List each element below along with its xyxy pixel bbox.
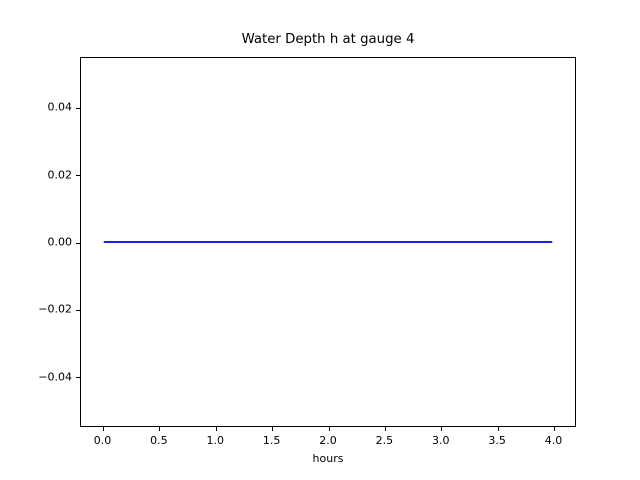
y-tick-label: −0.04 xyxy=(38,370,72,384)
x-tick-label: 2.0 xyxy=(319,434,337,447)
x-tick xyxy=(159,427,161,431)
x-tick-label: 1.5 xyxy=(262,434,281,447)
x-tick-label: 2.5 xyxy=(375,434,394,447)
chart-title: Water Depth h at gauge 4 xyxy=(241,32,415,47)
data-line-layer xyxy=(103,241,553,243)
x-tick xyxy=(497,427,499,431)
y-tick xyxy=(76,377,80,379)
plot-area xyxy=(76,57,576,431)
y-tick xyxy=(76,309,80,311)
y-tick xyxy=(76,242,80,244)
x-tick xyxy=(215,427,217,431)
x-tick xyxy=(272,427,274,431)
x-tick xyxy=(441,427,443,431)
x-tick-label: 1.0 xyxy=(206,434,225,447)
x-tick xyxy=(328,427,330,431)
y-tick xyxy=(76,107,80,109)
x-tick xyxy=(553,427,555,431)
x-tick xyxy=(103,427,105,431)
y-tick xyxy=(76,175,80,177)
y-tick-label: −0.02 xyxy=(38,302,72,316)
y-tick-label: 0.02 xyxy=(47,168,73,182)
x-tick-label: 3.0 xyxy=(431,434,450,447)
x-tick-label: 0.5 xyxy=(150,434,168,447)
x-tick-label: 3.5 xyxy=(488,434,506,447)
y-tick-label: 0.00 xyxy=(47,235,73,249)
x-axis-label: hours xyxy=(312,452,344,465)
x-tick-label: 0.0 xyxy=(93,434,112,447)
x-tick xyxy=(384,427,386,431)
x-tick-label: 4.0 xyxy=(544,434,563,447)
y-tick-label: 0.04 xyxy=(47,100,73,114)
